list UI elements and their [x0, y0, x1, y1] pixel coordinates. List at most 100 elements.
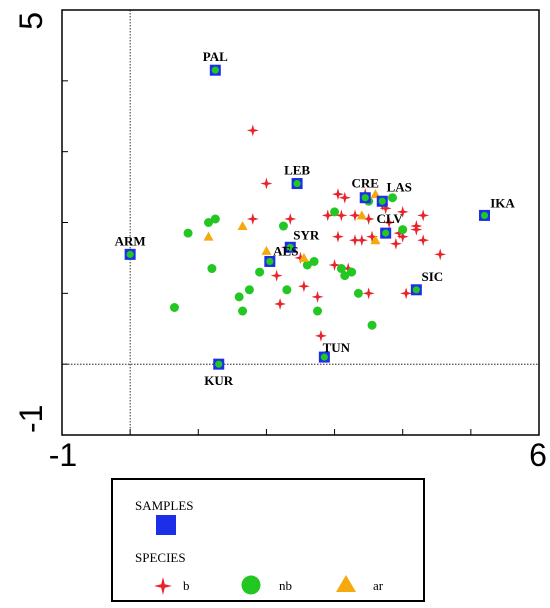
- species-point-nb: [234, 292, 244, 302]
- species-point-ar: [370, 235, 381, 245]
- species-point-b: [311, 290, 324, 303]
- species-point-ar: [298, 252, 309, 262]
- species-point-nb: [347, 267, 357, 277]
- legend: SAMPLES SPECIES b nb ar: [111, 478, 425, 602]
- sample-label-las: LAS: [387, 179, 412, 194]
- sample-point-inner: [293, 179, 301, 188]
- species-point-nb: [204, 218, 214, 227]
- species-point-b: [434, 248, 447, 261]
- y-tick-min: -1: [13, 405, 49, 433]
- species-point-nb: [244, 285, 254, 295]
- species-point-b: [362, 287, 375, 300]
- species-point-nb: [313, 306, 323, 316]
- sample-point-inner: [480, 211, 489, 220]
- species-point-ar: [356, 210, 367, 220]
- y-tick-max: 5: [13, 12, 49, 30]
- sample-point-inner: [286, 243, 294, 251]
- species-point-nb: [367, 320, 377, 330]
- sample-label-sic: SIC: [421, 269, 443, 284]
- species-point-nb: [210, 214, 220, 224]
- species-point-ar: [203, 231, 214, 241]
- sample-label-tun: TUN: [323, 340, 351, 355]
- species-point-nb: [169, 303, 179, 312]
- species-point-b: [396, 230, 409, 243]
- species-point-nb: [336, 264, 346, 274]
- species-point-nb: [207, 264, 217, 274]
- species-point-b: [335, 209, 348, 222]
- species-point-b: [400, 287, 413, 300]
- species-point-b: [314, 329, 327, 342]
- sample-label-clv: CLV: [377, 211, 404, 226]
- species-point-b: [260, 177, 273, 190]
- sample-label-cre: CRE: [352, 176, 379, 191]
- species-point-b: [274, 297, 287, 310]
- sample-point-inner: [320, 353, 328, 361]
- sample-point-inner: [382, 229, 390, 237]
- legend-circle-icon: [241, 575, 261, 595]
- sample-point-inner: [266, 257, 274, 266]
- species-point-nb: [278, 221, 288, 231]
- species-point-nb: [353, 288, 363, 298]
- species-point-nb: [255, 267, 265, 277]
- species-point-ar: [261, 245, 272, 255]
- species-point-b: [246, 212, 259, 225]
- species-point-b: [389, 237, 402, 250]
- axis-ticks: [61, 9, 540, 436]
- species-point-b: [246, 124, 259, 137]
- species-point-b: [410, 223, 423, 236]
- species-point-nb: [238, 306, 248, 316]
- species-point-b: [362, 212, 375, 225]
- species-point-b: [417, 209, 430, 222]
- legend-species-title: SPECIES: [135, 550, 186, 565]
- legend-sample-square-icon: [156, 515, 176, 535]
- species-point-b: [355, 234, 368, 247]
- species-point-nb: [398, 225, 408, 235]
- species-point-nb: [302, 260, 312, 270]
- legend-star-icon: [154, 577, 172, 595]
- species-point-b: [321, 209, 334, 222]
- species-point-nb: [340, 271, 350, 281]
- species-point-nb: [282, 285, 292, 295]
- sample-label-ika: IKA: [490, 195, 515, 210]
- species-point-b: [366, 230, 379, 243]
- species-point-nb: [309, 256, 319, 266]
- x-tick-min: -1: [49, 437, 77, 470]
- species-point-b: [297, 280, 310, 293]
- species-point-b: [284, 212, 297, 225]
- species-point-ar: [237, 221, 248, 231]
- legend-label-b: b: [183, 578, 190, 593]
- sample-point-inner: [211, 66, 219, 74]
- species-point-nb: [330, 207, 340, 217]
- species-point-b: [331, 188, 344, 201]
- plot-frame: [61, 9, 540, 436]
- legend-triangle-icon: [336, 575, 356, 592]
- species-point-b: [396, 205, 409, 218]
- sample-point-inner: [361, 194, 369, 202]
- sample-label-pal: PAL: [203, 49, 228, 64]
- sample-label-syr: SYR: [293, 227, 320, 242]
- sample-label-leb: LEB: [284, 163, 310, 178]
- species-point-b: [383, 216, 396, 229]
- legend-label-ar: ar: [373, 578, 384, 593]
- sample-point-inner: [215, 360, 223, 368]
- sample-label-arm: ARM: [115, 233, 146, 248]
- sample-label-kur: KUR: [204, 373, 234, 388]
- species-point-b: [328, 259, 341, 271]
- sample-point-inner: [126, 250, 134, 258]
- species-point-b: [338, 191, 351, 204]
- species-point-b: [417, 234, 430, 247]
- species-point-nb: [387, 193, 397, 203]
- species-point-nb: [183, 228, 193, 238]
- sample-point-inner: [378, 197, 386, 205]
- species-point-b: [393, 227, 406, 240]
- species-point-b: [294, 251, 307, 264]
- species-point-b: [331, 230, 344, 243]
- species-point-b: [349, 209, 362, 222]
- legend-label-nb: nb: [279, 578, 292, 593]
- legend-samples-title: SAMPLES: [135, 498, 194, 513]
- species-point-b: [342, 262, 355, 275]
- sample-point-inner: [412, 286, 420, 294]
- sample-points: [124, 64, 490, 370]
